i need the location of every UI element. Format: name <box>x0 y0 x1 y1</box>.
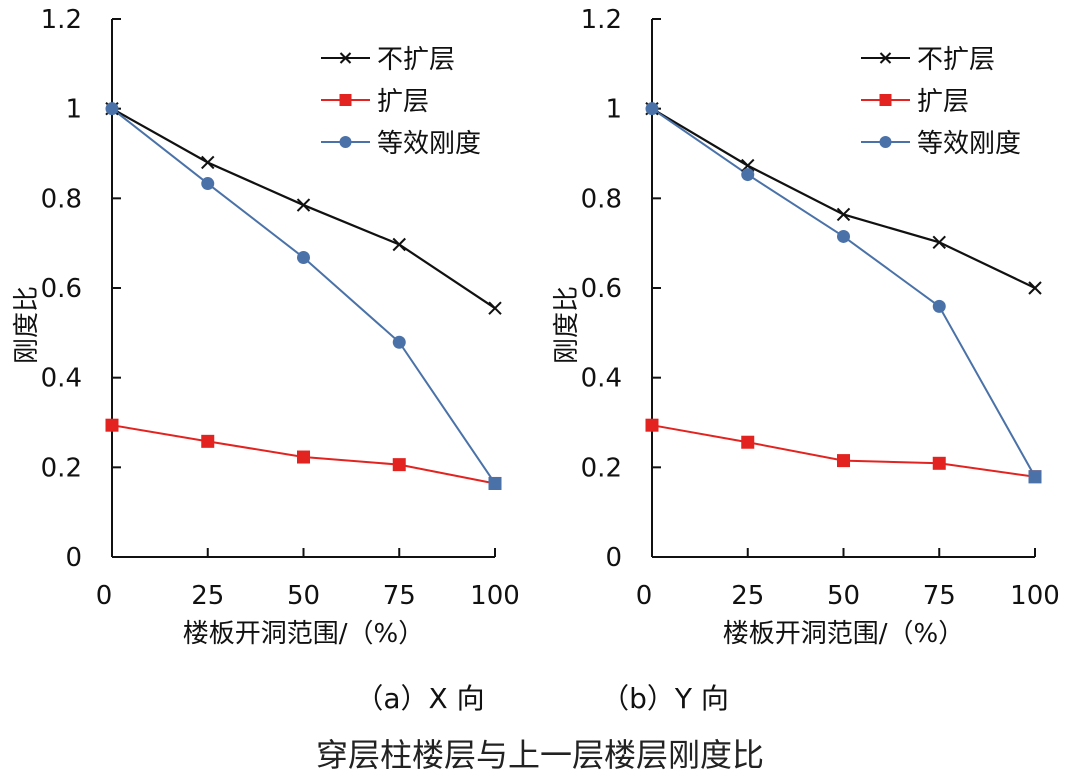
data-point-x-marker <box>296 198 311 212</box>
x-tick-label: 25 <box>731 581 764 611</box>
y-tick-label: 0 <box>605 543 622 573</box>
legend-label: 不扩层 <box>917 45 995 75</box>
legend-item: 扩层 <box>861 87 969 117</box>
y-tick-label: 1.2 <box>581 5 622 35</box>
x-tick-label: 0 <box>636 581 653 611</box>
x-marker-stroke <box>836 207 851 222</box>
x-tick-label: 50 <box>827 581 860 611</box>
x-tick-label: 25 <box>191 581 224 611</box>
series-line-circle <box>651 107 1036 478</box>
x-tick-label: 0 <box>96 581 113 611</box>
data-point-square <box>105 418 119 432</box>
y-tick-label: 1 <box>605 95 622 125</box>
data-point-circle <box>297 251 310 265</box>
y-tick-label: 0.4 <box>581 364 622 394</box>
x-tick-label: 100 <box>470 581 520 611</box>
y-tick-label: 0 <box>65 543 82 573</box>
x-marker-stroke <box>392 237 406 252</box>
x-axis-title: 楼板开洞范围/（%） <box>723 619 964 649</box>
data-point-circle <box>1028 470 1042 484</box>
data-point-square <box>297 450 310 464</box>
y-axis-title: 刚度比 <box>552 286 582 364</box>
legend-label: 等效刚度 <box>377 129 481 159</box>
x-tick-label: 50 <box>287 581 320 611</box>
legend-circle-marker-icon <box>879 136 892 148</box>
series-line-square <box>651 424 1036 478</box>
legend-item: 扩层 <box>321 87 429 117</box>
x-marker-stroke <box>296 198 311 212</box>
legend-label: 扩层 <box>917 87 969 117</box>
data-point-circle <box>645 102 659 116</box>
data-point-circle <box>837 229 850 243</box>
data-point-x-marker <box>201 155 215 170</box>
legend-item: 等效刚度 <box>321 129 481 159</box>
legend-item: 等效刚度 <box>861 129 1021 159</box>
data-point-circle <box>392 335 406 349</box>
data-point-circle <box>105 102 119 116</box>
legend-circle-marker-icon <box>339 136 352 148</box>
data-point-x-marker <box>392 237 406 252</box>
x-marker-stroke <box>932 235 946 249</box>
data-point-square <box>837 454 850 468</box>
data-point-x-marker <box>932 235 946 249</box>
legend-label: 扩层 <box>377 87 429 117</box>
series-line-circle <box>111 107 496 485</box>
legend-x-marker-icon <box>879 52 892 64</box>
caption-a: （a）X 向 <box>355 682 484 715</box>
data-point-square <box>932 456 946 470</box>
data-point-square <box>392 458 406 472</box>
data-point-square <box>645 418 659 432</box>
y-tick-label: 0.4 <box>41 364 82 394</box>
y-tick-label: 0.2 <box>41 453 82 483</box>
x-axis-title: 楼板开洞范围/（%） <box>183 619 424 649</box>
data-point-square <box>741 435 755 449</box>
figure-title: 穿层柱楼层与上一层楼层刚度比 <box>316 736 764 774</box>
y-tick-label: 0.6 <box>581 274 622 304</box>
data-point-circle <box>488 476 502 490</box>
y-tick-label: 1 <box>65 95 82 125</box>
data-point-x-marker <box>836 207 851 222</box>
legend-square-marker-icon <box>879 94 892 106</box>
data-point-circle <box>201 177 215 191</box>
y-tick-label: 0.2 <box>581 453 622 483</box>
y-tick-label: 0.8 <box>41 184 82 214</box>
chart-panel-x-direction: 0 0.2 0.4 0.6 0.8 1 1.2 0 25 50 75 100 楼板开洞范围/（%） 刚度比… <box>12 5 520 649</box>
x-tick-label: 75 <box>923 581 956 611</box>
legend-square-marker-icon <box>339 94 352 106</box>
data-point-x-marker <box>488 301 502 315</box>
y-axis-title: 刚度比 <box>12 286 42 364</box>
legend-item: 不扩层 <box>861 45 995 75</box>
x-tick-label: 75 <box>383 581 416 611</box>
x-marker-stroke <box>1028 281 1042 295</box>
legend-label: 等效刚度 <box>917 129 1021 159</box>
legend-label: 不扩层 <box>377 45 455 75</box>
legend-item: 不扩层 <box>321 45 455 75</box>
caption-b: （b）Y 向 <box>601 682 729 715</box>
data-point-x-marker <box>1028 281 1042 295</box>
x-marker-stroke <box>201 155 215 170</box>
chart-panel-y-direction: 0 0.2 0.4 0.6 0.8 1 1.2 0 25 50 75 100 楼板开洞范围/（%） 刚度比… <box>552 5 1060 649</box>
y-tick-label: 0.8 <box>581 184 622 214</box>
x-tick-label: 100 <box>1010 581 1060 611</box>
y-tick-label: 0.6 <box>41 274 82 304</box>
data-point-square <box>201 434 215 448</box>
data-point-circle <box>741 168 755 182</box>
legend-x-marker-icon <box>339 52 352 64</box>
y-tick-label: 1.2 <box>41 5 82 35</box>
x-marker-stroke <box>488 301 502 315</box>
data-point-circle <box>932 299 946 313</box>
